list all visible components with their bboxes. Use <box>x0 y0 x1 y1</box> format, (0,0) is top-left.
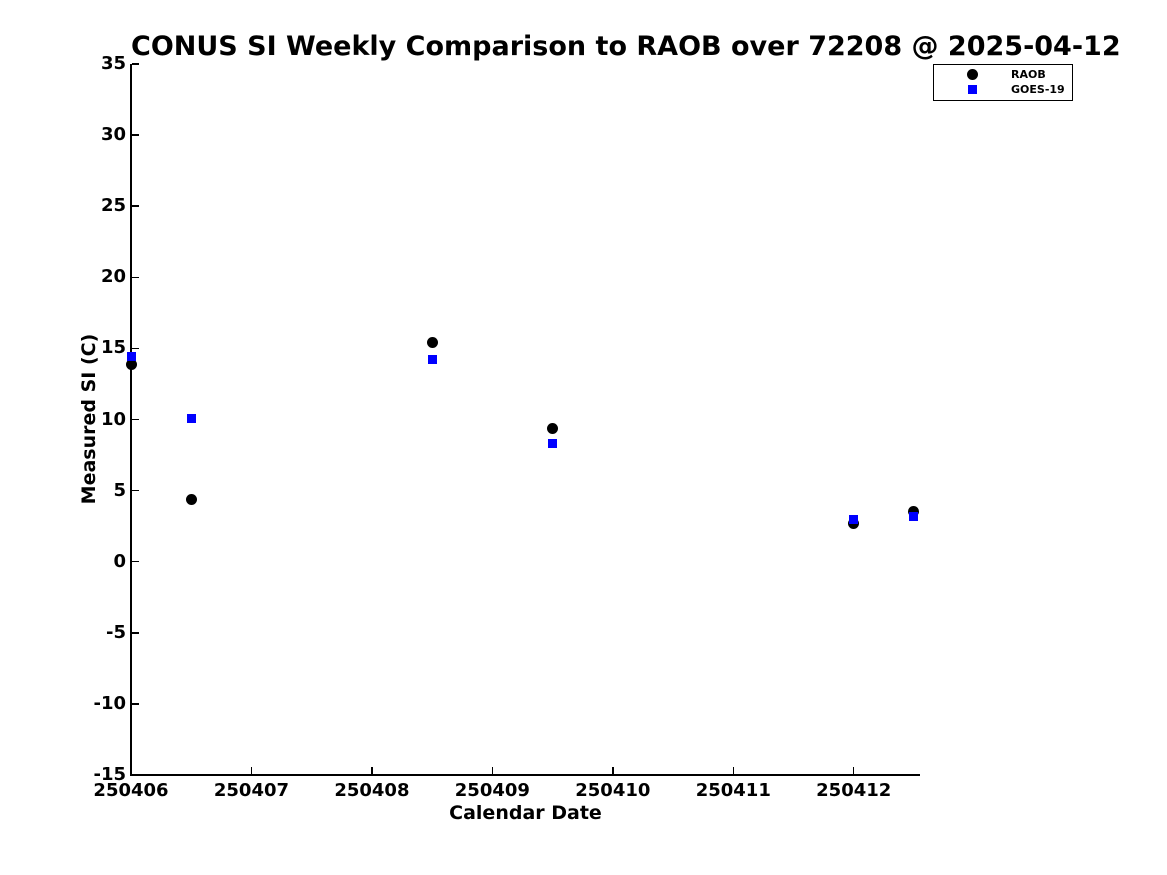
x-tick-label: 250406 <box>93 780 169 801</box>
data-point-goes-19 <box>126 352 136 362</box>
x-tick <box>250 767 253 775</box>
data-point-raob <box>547 422 559 434</box>
data-point-raob <box>125 358 137 370</box>
y-tick <box>131 774 139 776</box>
y-tick <box>131 489 139 492</box>
data-point-goes-19 <box>548 439 558 449</box>
y-tick <box>131 63 139 65</box>
x-tick <box>491 767 494 775</box>
y-tick <box>131 276 139 279</box>
x-tick <box>130 767 132 775</box>
x-tick-label: 250410 <box>575 780 651 801</box>
y-tick <box>131 205 139 207</box>
y-tick-label: 0 <box>113 550 126 572</box>
y-tick-label: 25 <box>100 195 126 217</box>
plot-area <box>125 63 920 776</box>
legend-item-goes-19: GOES-19 <box>934 82 1072 97</box>
data-point-goes-19 <box>427 355 437 365</box>
y-tick-label: 15 <box>100 337 126 359</box>
y-tick-label: 30 <box>100 124 126 146</box>
x-axis-line <box>130 774 920 776</box>
x-tick-label: 250412 <box>816 780 892 801</box>
x-tick-label: 250407 <box>213 780 290 801</box>
y-tick-label: 5 <box>113 479 126 501</box>
y-tick-label: 35 <box>100 53 126 74</box>
data-point-goes-19 <box>186 413 196 423</box>
y-tick <box>131 347 139 350</box>
x-tick <box>852 767 855 775</box>
y-tick-label: -10 <box>93 692 126 714</box>
legend-item-label: RAOB <box>1011 68 1046 81</box>
data-point-raob <box>185 493 197 505</box>
x-axis-label: Calendar Date <box>449 802 602 824</box>
y-tick-label: 20 <box>100 266 126 288</box>
x-tick <box>371 767 373 775</box>
x-tick-label: 250409 <box>454 780 530 801</box>
legend-item-raob: RAOB <box>934 67 1072 82</box>
y-tick-label: -15 <box>93 764 126 785</box>
x-tick-label: 250408 <box>334 780 410 801</box>
x-tick-label: 250411 <box>695 780 771 801</box>
data-point-raob <box>426 337 438 349</box>
legend-item-label: GOES-19 <box>1011 83 1065 96</box>
y-tick <box>131 134 139 136</box>
y-tick-label: 10 <box>100 408 126 430</box>
x-tick <box>732 767 735 775</box>
y-tick <box>131 560 139 563</box>
legend: RAOB GOES-19 <box>933 64 1073 101</box>
data-point-goes-19 <box>849 514 859 524</box>
y-tick-label: -5 <box>106 621 126 643</box>
y-axis-line <box>130 64 132 776</box>
chart-title: CONUS SI Weekly Comparison to RAOB over … <box>131 31 1121 62</box>
x-tick <box>612 767 614 775</box>
y-tick <box>131 703 139 705</box>
data-point-goes-19 <box>909 511 919 521</box>
y-tick <box>131 418 139 421</box>
y-tick <box>131 632 139 634</box>
goes-19-marker-icon <box>968 85 977 94</box>
raob-marker-icon <box>967 69 978 80</box>
